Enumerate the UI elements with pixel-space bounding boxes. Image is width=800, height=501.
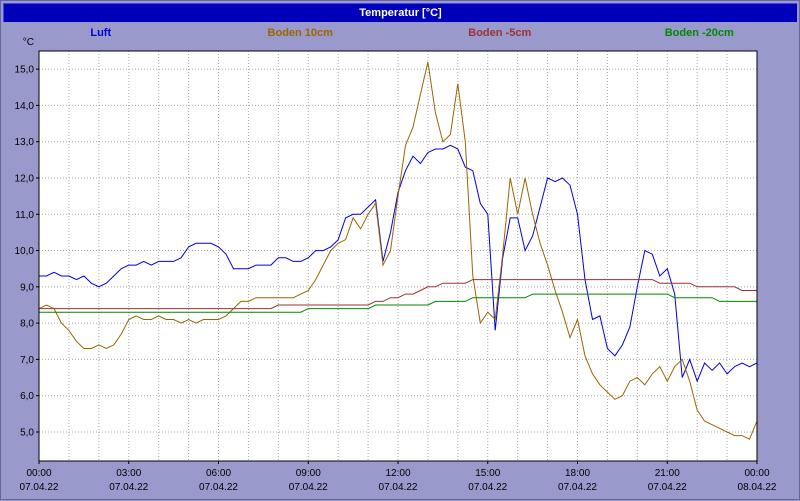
y-tick-label: 9,0 (20, 282, 34, 293)
x-date-label: 07.04.22 (648, 482, 687, 493)
x-tick-label: 03:00 (116, 468, 141, 479)
y-tick-label: 14,0 (15, 101, 35, 112)
legend-item-boden-10cm: Boden 10cm (267, 27, 333, 39)
legend-item-boden-20cm: Boden -20cm (664, 27, 734, 39)
y-tick-label: 6,0 (20, 391, 34, 402)
series-line-luft (39, 144, 758, 383)
y-tick-label: 8,0 (20, 319, 34, 330)
x-tick-label: 00:00 (744, 468, 769, 479)
x-tick-label: 12:00 (385, 468, 410, 479)
x-date-label: 07.04.22 (109, 482, 148, 493)
y-tick-label: 5,0 (20, 427, 34, 438)
x-date-label: 08.04.22 (738, 482, 777, 493)
x-date-label: 07.04.22 (558, 482, 597, 493)
series-line-boden-10cm (38, 61, 758, 440)
x-date-label: 07.04.22 (379, 482, 418, 493)
x-date-label: 07.04.22 (199, 482, 238, 493)
y-tick-label: 15,0 (15, 65, 35, 76)
y-axis-unit-label: °C (23, 37, 34, 48)
y-tick-label: 10,0 (15, 246, 35, 257)
x-tick-label: 15:00 (475, 468, 500, 479)
y-tick-label: 13,0 (15, 137, 35, 148)
x-tick-label: 00:00 (26, 468, 51, 479)
x-tick-label: 21:00 (655, 468, 680, 479)
legend: Luft Boden 10cm Boden -5cm Boden -20cm (1, 24, 799, 42)
legend-item-boden-5cm: Boden -5cm (468, 27, 532, 39)
series-line-boden-5cm (39, 279, 757, 310)
x-tick-label: 06:00 (206, 468, 231, 479)
x-date-label: 07.04.22 (289, 482, 328, 493)
x-tick-label: 09:00 (296, 468, 321, 479)
x-tick-label: 18:00 (565, 468, 590, 479)
y-tick-label: 12,0 (15, 173, 35, 184)
x-date-label: 07.04.22 (20, 482, 59, 493)
series-line-boden-20cm (39, 293, 757, 313)
title-bar: Temperatur [°C] (3, 3, 797, 22)
y-tick-label: 11,0 (15, 210, 34, 221)
legend-item-luft: Luft (90, 27, 112, 39)
chart-title: Temperatur [°C] (359, 7, 442, 19)
temperature-chart: °C 5,0 6,0 7,0 8,0 9,0 10,0 11,0 12,0 13,0 14,0 15,… (15, 37, 777, 493)
y-tick-label: 7,0 (20, 355, 34, 366)
x-date-label: 07.04.22 (468, 482, 507, 493)
